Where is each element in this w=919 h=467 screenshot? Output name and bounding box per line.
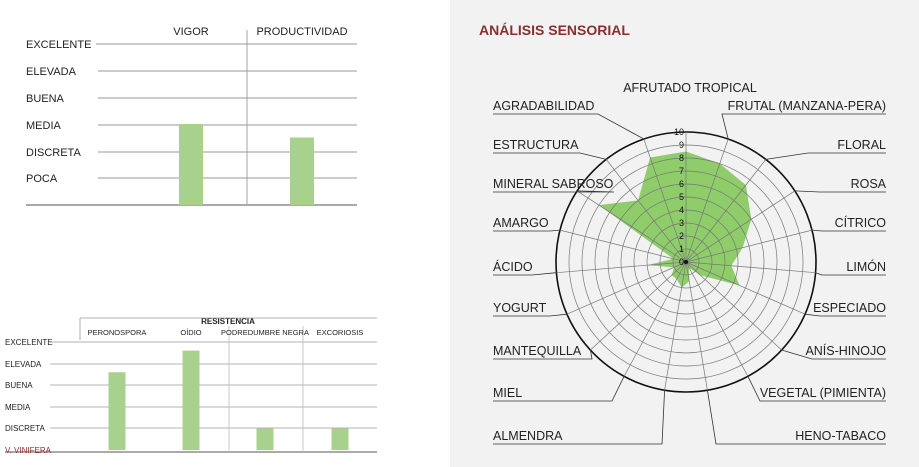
category-label: OÍDIO: [180, 328, 201, 337]
resistencia-title: RESISTENCIA: [201, 317, 255, 326]
radar-area: [598, 151, 752, 288]
leader-line: [493, 229, 561, 232]
leader-line: [805, 313, 886, 317]
radar-spoke: [590, 261, 687, 351]
level-label: EXCELENTE: [5, 338, 53, 347]
leader-line: [721, 113, 886, 140]
bar: [182, 350, 200, 450]
radar-axis-label: AGRADABILIDAD: [493, 99, 594, 113]
level-label: BUENA: [26, 93, 65, 105]
radar-tick-label: 2: [679, 231, 684, 241]
leader-line: [811, 229, 886, 232]
category-label: EXCORIOSIS: [317, 328, 364, 337]
category-label: PODREDUMBRE NEGRA: [221, 328, 309, 337]
vigor-productividad-chart: EXCELENTE ELEVADA BUENA MEDIA DISCRETA POCA V…: [26, 26, 357, 206]
sensory-radar-chart: ANÁLISIS SENSORIAL 0 1 2 3 4 5 6 7 8 9 10 AFRUTADO…: [479, 22, 887, 445]
radar-spoke: [685, 261, 708, 391]
radar-axis-label: VEGETAL (PIMIENTA): [760, 386, 886, 400]
leader-line: [493, 113, 644, 140]
level-label: ELEVADA: [26, 66, 77, 78]
level-label: DISCRETA: [5, 424, 46, 433]
leader-line: [493, 313, 567, 317]
leader-line: [781, 349, 886, 360]
level-label: DISCRETA: [26, 147, 81, 159]
leader-line: [493, 376, 625, 402]
radar-axis-label: ROSA: [851, 177, 887, 191]
radar-axis-label: CÍTRICO: [835, 215, 887, 230]
radar-axis-label: MIEL: [493, 386, 522, 400]
bar: [256, 428, 274, 450]
left-panel: [0, 0, 450, 467]
radar-axis-label: ESTRUCTURA: [493, 138, 579, 152]
radar-tick-label: 7: [679, 166, 684, 176]
radar-axis-label: FLORAL: [837, 138, 886, 152]
radar-center: [684, 260, 688, 264]
radar-spoke: [643, 138, 687, 263]
leader-line: [707, 390, 886, 445]
radar-axis-label: AMARGO: [493, 216, 549, 230]
radar-spoke: [685, 229, 813, 263]
level-label: ELEVADA: [5, 360, 42, 369]
leader-line: [493, 152, 607, 160]
radar-tick-label: 9: [679, 140, 684, 150]
radar-spoke: [685, 138, 729, 263]
radar-spoke: [685, 261, 816, 274]
level-label: MEDIA: [26, 120, 62, 132]
radar-axis-label: HENO-TABACO: [795, 429, 886, 443]
radar-tick-label: 6: [679, 179, 684, 189]
radar-axis-label: LIMÓN: [846, 259, 886, 274]
category-label: PRODUCTIVIDAD: [256, 26, 347, 38]
level-label: MEDIA: [5, 403, 31, 412]
level-label: EXCELENTE: [26, 39, 91, 51]
radar-spoke: [577, 190, 687, 263]
radar-tick-label: 0: [679, 257, 684, 267]
level-label: POCA: [26, 173, 58, 185]
radar-spoke: [566, 261, 687, 315]
radar-spoke: [623, 261, 687, 377]
radar-spoke: [664, 261, 687, 391]
radar-axis-label: AFRUTADO TROPICAL: [623, 81, 757, 95]
category-label: VIGOR: [173, 26, 209, 38]
radar-tick-label: 5: [679, 192, 684, 202]
level-label: V. VINIFERA: [5, 446, 52, 455]
radar-axis-label: MANTEQUILLA: [493, 344, 582, 358]
leader-line: [493, 390, 665, 445]
radar-spoke: [685, 159, 767, 263]
radar-tick-label: 3: [679, 218, 684, 228]
leader-line: [794, 190, 886, 193]
radar-tick-label: 4: [679, 205, 684, 215]
radar-axis-label: ALMENDRA: [493, 429, 563, 443]
radar-spoke: [605, 159, 687, 263]
bar: [108, 372, 126, 450]
radar-spoke: [685, 261, 806, 315]
leader-line: [747, 376, 886, 402]
radar-spoke: [556, 261, 687, 274]
radar-spoke: [685, 261, 782, 351]
bar: [290, 137, 314, 205]
category-label: PERONOSPORA: [88, 328, 147, 337]
radar-tick-label: 8: [679, 153, 684, 163]
radar-spoke: [685, 190, 795, 263]
leader-line: [765, 152, 886, 160]
level-label: BUENA: [5, 381, 33, 390]
leader-line: [815, 272, 886, 276]
radar-spoke: [685, 261, 749, 377]
resistencia-chart: RESISTENCIA EXCELENTE ELEVADA BUENA MEDIA DI…: [5, 317, 377, 455]
leader-line: [493, 349, 593, 360]
radar-title: ANÁLISIS SENSORIAL: [479, 22, 630, 38]
radar-axis-label: YOGURT: [493, 301, 547, 315]
radar-spoke: [559, 229, 687, 263]
bar: [179, 124, 203, 205]
radar-axis-label: ANÍS-HINOJO: [805, 343, 886, 358]
radar-axis-label: ÁCIDO: [493, 259, 533, 274]
radar-tick-label: 1: [679, 244, 684, 254]
radar-axis-label: ESPECIADO: [813, 301, 886, 315]
leader-line: [493, 190, 615, 193]
radar-axis-label: FRUTAL (MANZANA-PERA): [728, 99, 886, 113]
radar-axis-label: MINERAL SABROSO: [493, 177, 614, 191]
leader-line: [493, 272, 557, 276]
bar: [331, 428, 349, 450]
radar-tick-label: 10: [674, 127, 684, 137]
